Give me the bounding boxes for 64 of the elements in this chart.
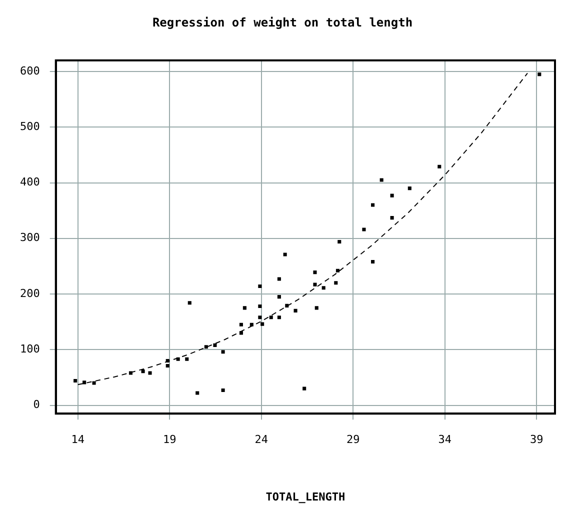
x-tick-label: 24 — [254, 433, 268, 446]
point — [380, 178, 384, 182]
point — [269, 316, 273, 320]
point — [285, 304, 289, 308]
line-series — [77, 72, 528, 386]
point — [82, 380, 86, 384]
point — [371, 260, 375, 264]
point — [204, 345, 208, 349]
y-tick-label: 400 — [20, 176, 40, 189]
point — [322, 286, 326, 290]
point — [277, 295, 281, 299]
x-tick-label: 34 — [438, 433, 452, 446]
point — [148, 371, 152, 375]
y-tick-label: 100 — [20, 342, 40, 356]
y-tick-label: 0 — [33, 398, 40, 412]
y-tick-label: 600 — [20, 64, 40, 78]
point — [213, 343, 217, 347]
point — [92, 381, 96, 385]
point — [185, 357, 189, 361]
point — [338, 240, 342, 244]
point — [438, 164, 442, 168]
y-tick-label: 300 — [20, 231, 40, 244]
point — [283, 252, 287, 256]
point — [221, 350, 225, 354]
point — [166, 358, 170, 363]
x-axis-title: TOTAL_LENGTH — [266, 490, 346, 504]
point — [302, 386, 306, 390]
point — [239, 331, 243, 335]
x-tick-label: 14 — [71, 433, 85, 446]
y-tick-label: 500 — [20, 120, 40, 134]
point — [408, 186, 412, 190]
point — [74, 379, 78, 383]
chart-title: Regression of weight on total length — [152, 15, 413, 30]
point — [334, 281, 338, 285]
point — [166, 364, 170, 368]
point — [250, 322, 254, 326]
point — [221, 388, 225, 392]
point — [277, 277, 281, 281]
point — [260, 322, 264, 326]
point — [313, 270, 317, 274]
point — [314, 306, 318, 310]
point — [176, 357, 180, 361]
point — [258, 284, 262, 288]
point — [128, 371, 133, 375]
point — [294, 308, 298, 312]
point — [336, 268, 340, 272]
point — [371, 203, 375, 207]
point — [277, 316, 281, 320]
point — [258, 304, 262, 308]
x-tick-label: 29 — [346, 433, 360, 446]
point — [258, 316, 262, 320]
point — [196, 391, 200, 395]
point — [538, 72, 542, 76]
point — [239, 322, 243, 326]
x-tick-label: 39 — [530, 433, 544, 446]
point — [188, 301, 192, 305]
point — [313, 282, 317, 286]
point — [390, 194, 394, 198]
point — [141, 370, 145, 374]
x-tick-label: 19 — [163, 433, 176, 446]
y-tick-label: 200 — [20, 286, 40, 300]
point — [390, 216, 394, 220]
point — [242, 306, 246, 310]
point — [362, 228, 366, 232]
